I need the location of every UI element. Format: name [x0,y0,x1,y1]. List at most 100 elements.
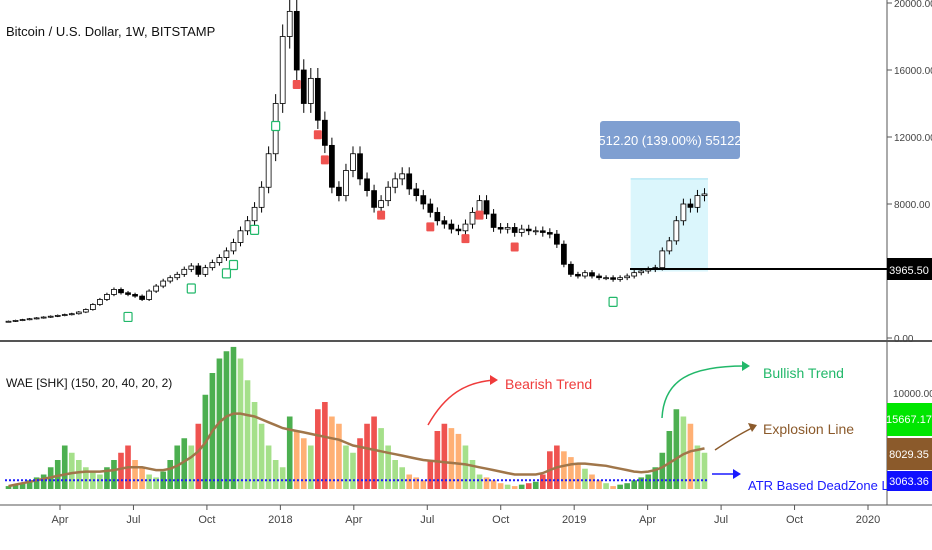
candle-body [631,272,638,277]
indicator-label-blue-box [887,471,932,491]
current-price-tag [887,258,932,280]
wae-bar [420,480,427,489]
wae-bar [364,423,370,489]
candle-body [75,311,82,315]
wae-bar [631,480,637,489]
candle-body [680,203,687,222]
candle-body [26,318,33,321]
candle-body [434,211,441,222]
candle-body [462,223,469,232]
bear-signal-marker [313,130,322,140]
time-tick-label: Oct [492,514,509,526]
candle-body [230,242,237,252]
measure-label: 5512.20 (139.00%) 551220 [591,133,749,148]
candle-body [12,320,19,322]
signal-arrows [123,80,618,323]
candle-body [455,228,462,232]
candle-body [329,144,335,188]
candle-body [322,119,328,146]
candle-body [553,233,560,245]
candle-body [160,280,167,287]
candle-body [139,295,145,300]
candle-body [596,275,602,279]
axes-labels: 20000.0016000.0012000.008000.004000.000.… [51,0,932,526]
measure-label-box [600,121,740,159]
time-tick-label: Jul [126,514,140,526]
wae-bar [589,474,595,489]
wae-bar [413,477,420,489]
candle-body [385,186,391,202]
candle-body [188,265,195,270]
wae-bar [223,351,230,489]
wae-bar [652,467,659,489]
wae-bar [5,486,12,489]
measure-tool[interactable] [630,178,708,272]
wae-bar [12,484,19,489]
wae-bar [582,468,588,489]
candle-body [624,275,631,279]
candle-body [111,289,117,295]
time-tick-label: 2020 [856,514,880,526]
candle-body [427,203,434,213]
wae-bar [118,452,124,489]
wae-bar [343,445,349,489]
wae-bar [385,445,391,489]
candle-body [525,228,532,232]
wae-bar [462,445,469,489]
bearish-arrow [427,379,496,426]
explosion-arrow [714,427,753,451]
bear-signal-marker [510,242,519,252]
explosion-line [8,412,705,488]
wae-bar [286,416,293,489]
candle-body [603,277,609,280]
wae-bar [307,445,314,489]
wae-bar [617,484,623,489]
wae-bar [610,486,616,489]
price-candles [5,0,708,323]
wae-bar [195,423,202,489]
candle-body [223,250,230,258]
candle-body [441,220,448,225]
wae-bar [596,480,602,489]
candle-body [701,193,708,197]
wae-bar [188,445,195,489]
time-tick-label: Apr [345,514,362,526]
price-tick-label: 12000.00 [894,133,932,144]
wae-bar [315,409,321,489]
candle-body [265,153,272,188]
wae-bar [19,483,26,489]
deadzone-arrow-head [733,469,741,479]
wae-bar [645,474,652,489]
wae-bar [371,416,377,489]
time-tick-label: Jul [714,514,728,526]
bull-signal-marker [186,283,196,294]
candle-body [399,173,406,180]
wae-bar [673,409,680,489]
wae-bar [153,477,159,489]
time-tick-label: 2018 [268,514,292,526]
wae-bar [406,474,413,489]
wae-bar [40,474,47,489]
candle-body [146,290,152,300]
bear-signal-marker [377,210,386,220]
candle-body [132,294,138,297]
price-tick-label: 20000.00 [894,0,932,10]
candle-body [5,320,12,323]
wae-bar [76,460,82,489]
wae-bar [237,358,244,489]
wae-bar [329,416,335,489]
bear-signal-marker [475,210,484,220]
wae-lines [5,412,708,488]
candle-body [61,314,68,316]
wae-bar [455,433,462,489]
candle-body [97,299,103,305]
indicator-label-green: 15667.17 [886,414,932,426]
candle-body [469,211,476,225]
candle-body [202,267,209,275]
candle-body [286,10,293,37]
candle-body [350,153,356,171]
wae-bar [265,445,272,489]
wae-bar [258,423,265,489]
wae-bar [357,438,363,489]
